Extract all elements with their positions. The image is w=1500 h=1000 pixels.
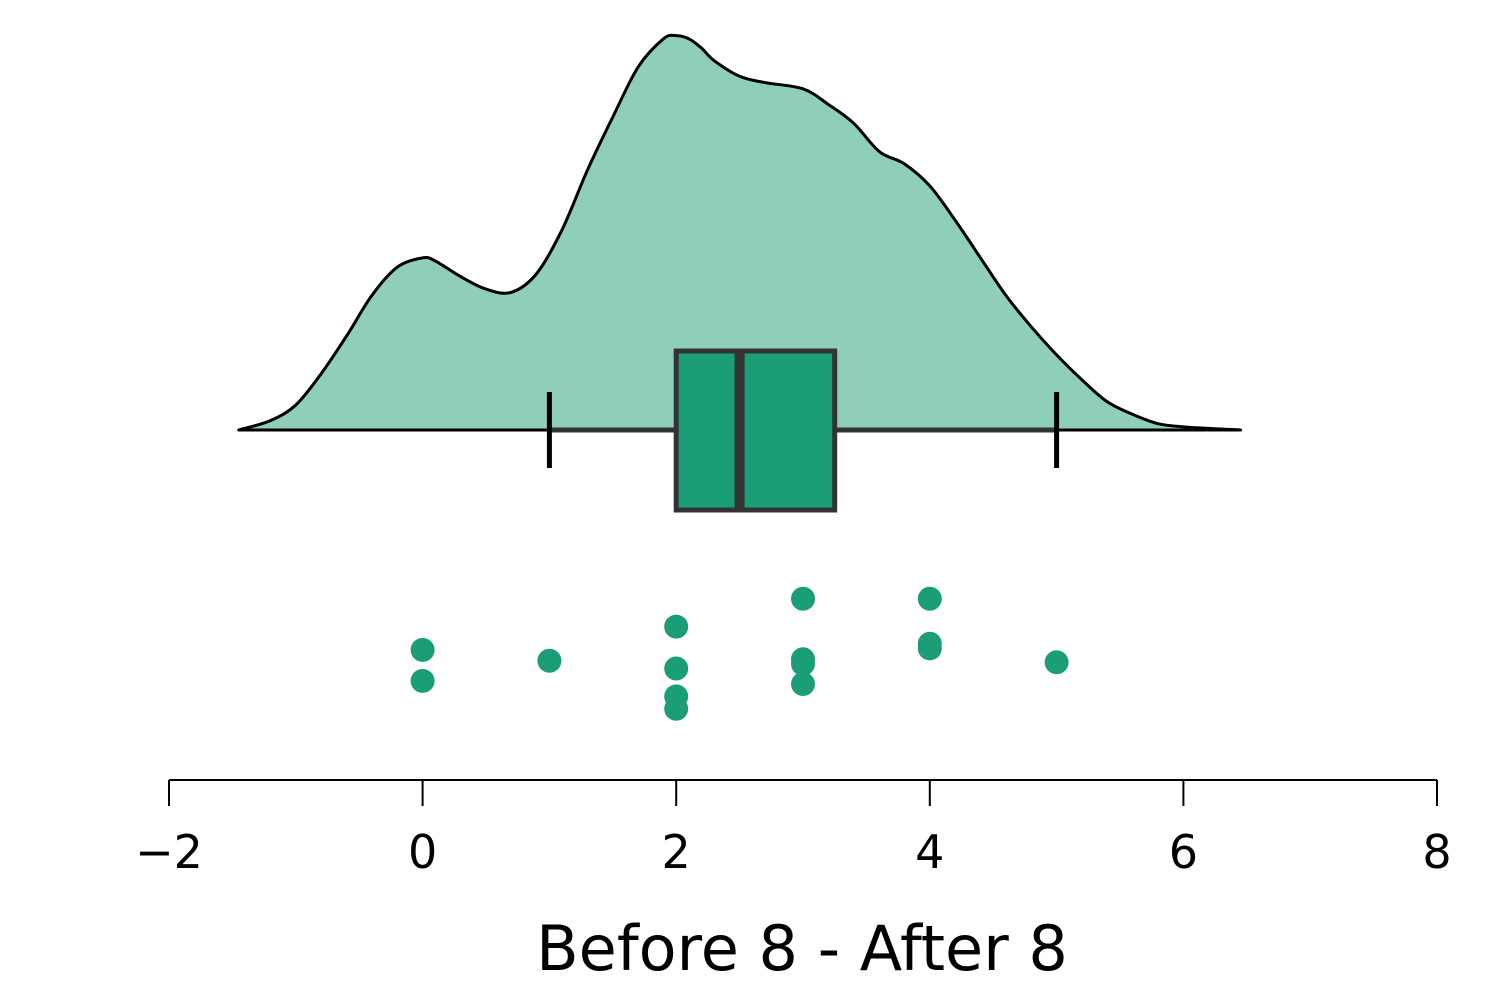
data-point — [410, 668, 435, 693]
data-point — [664, 614, 689, 639]
data-point — [664, 696, 689, 721]
data-point — [791, 586, 815, 611]
box-iqr — [673, 348, 838, 513]
data-point — [664, 656, 689, 681]
x-axis: −2 0 2 4 6 8 — [135, 779, 1452, 879]
density-curve — [237, 33, 1242, 432]
data-point — [791, 672, 815, 696]
x-tick-label: 2 — [662, 825, 691, 879]
boxplot-layer — [546, 348, 1060, 513]
data-point — [917, 586, 942, 611]
data-point — [410, 637, 435, 662]
density-layer — [237, 33, 1242, 432]
data-point — [917, 636, 942, 661]
x-tick-label: 6 — [1169, 825, 1198, 879]
data-point — [1044, 650, 1069, 675]
data-point — [791, 651, 815, 676]
x-tick-label: 4 — [915, 825, 944, 879]
points-layer — [410, 586, 1069, 721]
x-tick-label: −2 — [135, 825, 203, 879]
x-axis-title: Before 8 - After 8 — [536, 912, 1068, 985]
x-tick-label: 8 — [1422, 825, 1451, 879]
x-tick-label: 0 — [408, 825, 437, 879]
data-point — [537, 648, 562, 673]
